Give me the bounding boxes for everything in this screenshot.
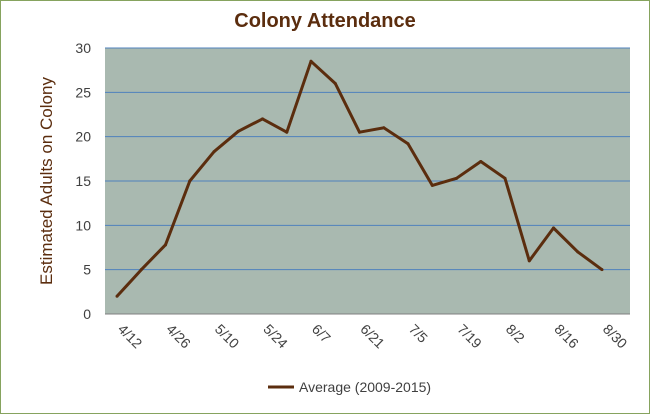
data-point [503,176,507,180]
y-tick-label: 30 [75,40,91,56]
data-point [552,226,555,230]
x-tick-label: 5/10 [212,321,243,352]
data-point [236,129,240,133]
data-point [164,243,167,247]
series-group [115,59,604,298]
y-axis-ticks: 0 5 10 15 20 25 30 [75,40,91,322]
data-point [455,176,458,180]
x-tick-label: 7/5 [406,321,431,346]
y-tick-label: 15 [75,173,91,189]
data-point [285,130,289,134]
x-tick-label: 6/7 [309,321,334,346]
y-tick-label: 25 [75,84,91,100]
data-point [188,179,192,183]
data-point [212,150,216,154]
x-tick-label: 6/21 [357,321,388,352]
data-point [600,268,604,272]
chart-title: Colony Attendance [234,10,416,32]
x-tick-label: 5/24 [260,321,291,352]
gridlines [105,47,630,315]
x-tick-label: 8/30 [600,321,631,352]
data-point [261,117,264,121]
x-tick-label: 4/26 [163,321,194,352]
y-axis-title: Estimated Adults on Colony [37,77,56,285]
legend-label: Average (2009-2015) [299,379,431,395]
y-tick-label: 20 [75,129,91,145]
data-point [115,294,119,298]
data-point [430,183,434,187]
data-point [382,126,386,130]
data-point [576,250,580,254]
data-point [309,59,313,63]
data-point [139,268,143,272]
x-tick-label: 4/12 [115,321,146,352]
y-tick-label: 0 [83,306,91,322]
x-tick-label: 7/19 [454,321,485,352]
data-point [527,259,531,263]
data-point [358,130,361,134]
y-tick-label: 10 [75,217,91,233]
y-tick-label: 5 [83,262,91,278]
legend: Average (2009-2015) [268,379,431,395]
data-point [479,159,483,163]
data-point [333,81,337,85]
x-tick-label: 8/2 [503,321,528,346]
x-axis-ticks: 4/12 4/26 5/10 5/24 6/7 6/21 7/5 7/19 8/2 8/16 8/3… [115,321,631,352]
data-point [406,142,410,146]
x-tick-label: 8/16 [551,321,582,352]
